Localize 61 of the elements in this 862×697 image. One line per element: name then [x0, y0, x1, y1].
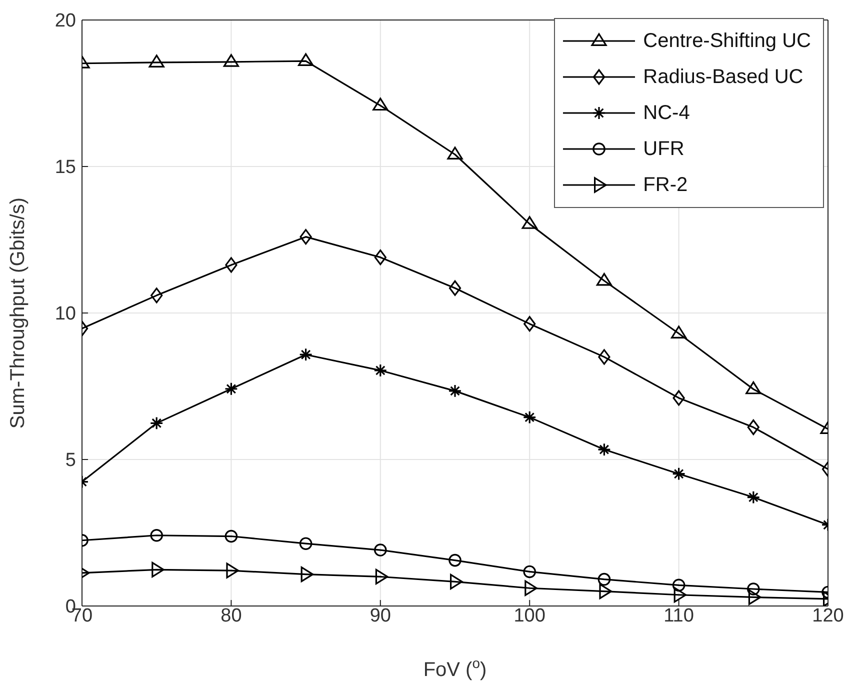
point — [524, 316, 536, 332]
legend-label: UFR — [643, 138, 684, 160]
y-tick-label: 15 — [54, 157, 76, 178]
x-axis-title: FoV ($^{o}$) — [423, 655, 487, 681]
legend-label: Radius-Based UC — [643, 66, 804, 88]
point — [674, 587, 687, 603]
point — [374, 250, 386, 266]
point — [299, 348, 313, 362]
point — [748, 589, 762, 606]
point — [150, 528, 163, 542]
point — [598, 349, 610, 365]
point — [448, 554, 462, 567]
point — [522, 410, 536, 424]
point — [672, 390, 685, 406]
legend-label: FR-2 — [643, 174, 688, 196]
x-tick-label: 90 — [370, 605, 391, 626]
point — [226, 562, 239, 578]
point — [372, 98, 388, 111]
point — [447, 146, 463, 160]
point — [224, 382, 238, 396]
point — [522, 216, 538, 229]
point — [672, 578, 686, 592]
point — [448, 384, 462, 398]
point — [225, 257, 238, 273]
point — [523, 565, 536, 578]
point — [150, 288, 163, 304]
point — [747, 582, 760, 596]
y-tick-label: 20 — [54, 10, 76, 32]
point — [450, 574, 463, 590]
point — [596, 272, 612, 286]
y-tick-label: 5 — [65, 450, 76, 472]
point — [150, 416, 164, 430]
point — [224, 530, 238, 543]
point — [300, 229, 312, 245]
y-tick-label: 10 — [54, 304, 76, 325]
point — [374, 544, 387, 556]
point — [300, 566, 314, 582]
point — [671, 326, 687, 339]
x-tick-label: 110 — [664, 605, 694, 626]
x-tick-label: 120 — [812, 605, 844, 626]
point — [299, 537, 312, 550]
point — [298, 53, 314, 66]
point — [152, 562, 164, 578]
x-tick-label: 100 — [514, 605, 546, 626]
point — [597, 442, 611, 456]
point — [524, 580, 538, 596]
point — [148, 54, 164, 68]
legend-label: Centre-Shifting UC — [643, 30, 811, 52]
point — [374, 364, 388, 378]
point — [448, 280, 462, 296]
point — [598, 572, 611, 586]
point — [746, 490, 760, 504]
point — [599, 584, 612, 600]
point — [672, 467, 686, 481]
point — [375, 568, 388, 584]
point — [223, 54, 239, 67]
x-tick-label: 80 — [220, 605, 242, 626]
point — [747, 419, 760, 436]
legend-label: NC-4 — [643, 102, 690, 124]
point — [746, 381, 762, 394]
y-axis-title: Sum-Throughput (Gbits/s) — [7, 197, 29, 429]
